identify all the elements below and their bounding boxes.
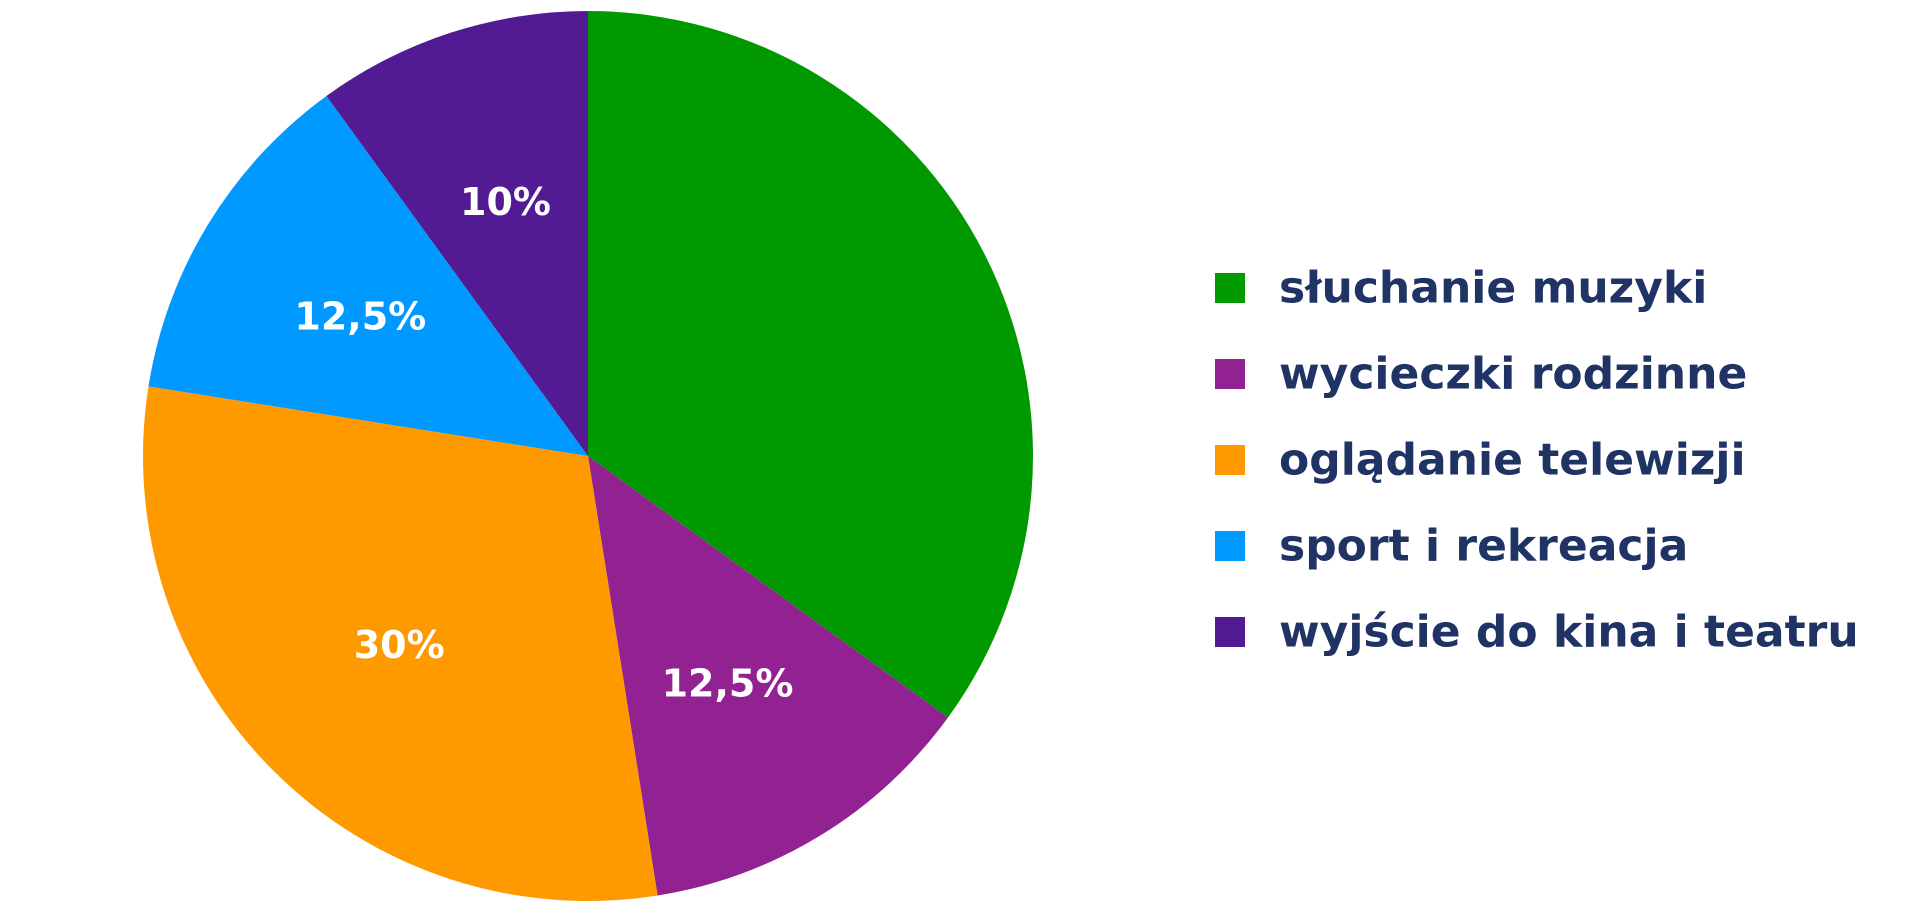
pie-slice-labels: 12,5% 30% 12,5% 10% (294, 180, 793, 706)
slice-data-label-2: 30% (354, 623, 445, 667)
slice-data-label-1: 12,5% (662, 662, 794, 706)
legend-swatch-3 (1215, 531, 1245, 561)
legend-label-4: wyjście do kina i teatru (1279, 607, 1859, 658)
legend-label-3: sport i rekreacja (1279, 521, 1688, 572)
legend-label-1: wycieczki rodzinne (1279, 349, 1747, 400)
legend-label-0: słuchanie muzyki (1279, 263, 1707, 314)
slice-data-label-3: 12,5% (294, 295, 426, 339)
slice-data-label-4: 10% (460, 180, 551, 224)
pie-slices (143, 11, 1033, 901)
pie-slice-3 (148, 95, 589, 457)
pie-slice-0 (588, 11, 1033, 718)
legend-swatch-1 (1215, 359, 1245, 389)
pie-slice-4 (326, 11, 588, 456)
legend-swatch-2 (1215, 445, 1245, 475)
legend-swatch-4 (1215, 617, 1245, 647)
legend: słuchanie muzyki wycieczki rodzinne ogląda… (1215, 263, 1859, 658)
pie-slice-1 (588, 456, 949, 896)
legend-label-2: oglądanie telewizji (1279, 435, 1746, 486)
legend-swatch-0 (1215, 273, 1245, 303)
pie-slice-2 (143, 386, 658, 901)
